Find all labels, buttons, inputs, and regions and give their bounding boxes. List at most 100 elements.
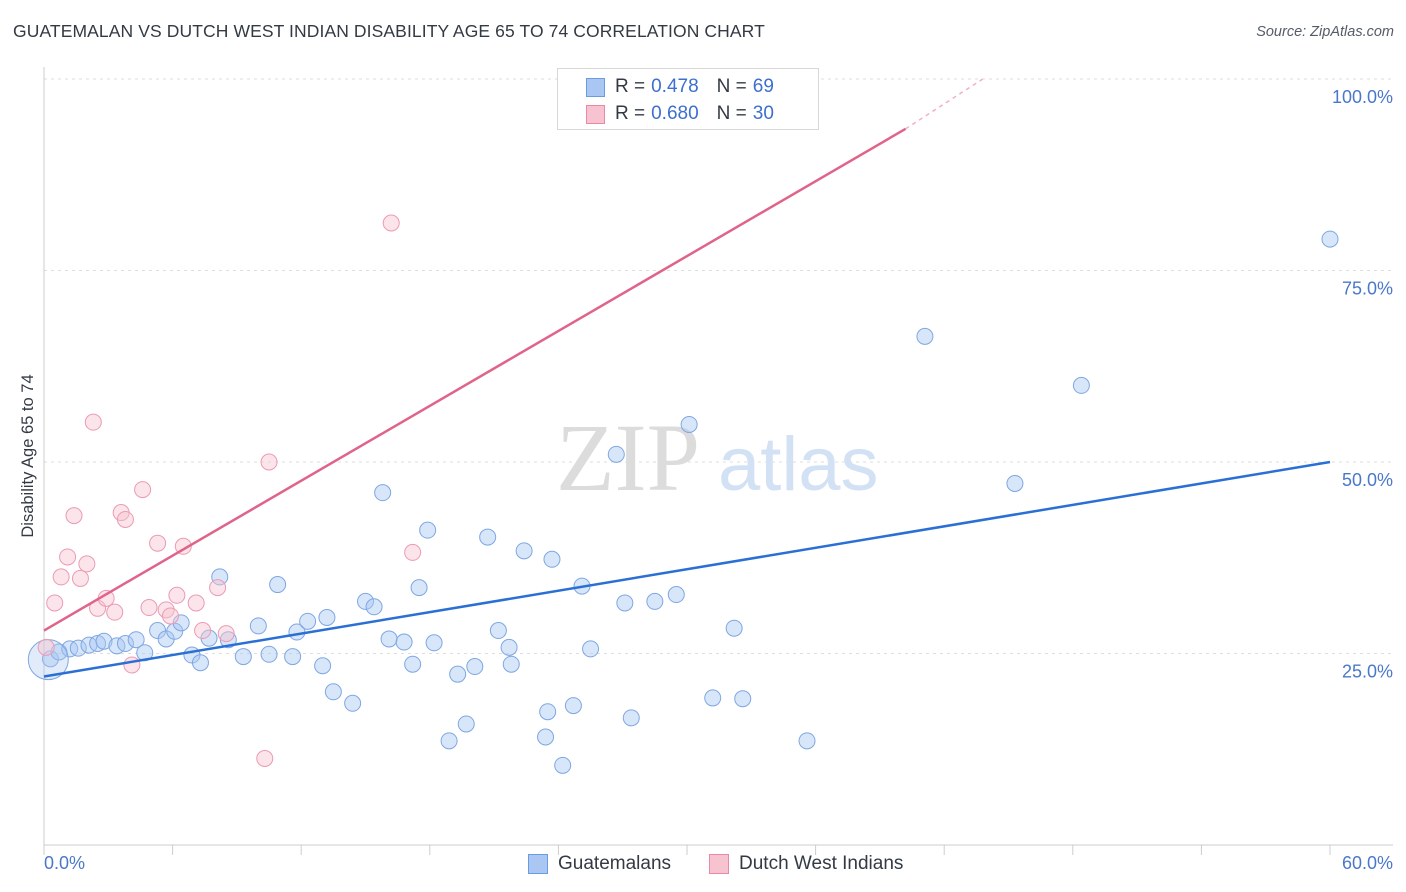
dutch-west-indian-point — [37, 638, 55, 656]
guatemalan-point — [449, 665, 467, 683]
dutch-west-indian-point — [260, 453, 278, 471]
y-tick-label: 25.0% — [1342, 662, 1393, 682]
legend-n-label: N = — [716, 76, 747, 97]
guatemalan-point — [440, 732, 458, 750]
legend-r-label: R = — [615, 76, 646, 97]
guatemalan-point — [211, 568, 229, 586]
dutch-west-indian-point — [256, 749, 274, 767]
correlation-legend: R = 0.478 N = 69 R = 0.680 N = 30 — [557, 68, 819, 130]
y-tick-label: 75.0% — [1342, 279, 1393, 299]
dutch-west-indian-point — [78, 555, 96, 573]
legend-n-value: 30 — [752, 103, 774, 124]
dutch-west-indian-point — [157, 601, 175, 619]
dutch-west-indian-point — [140, 599, 158, 617]
dutch-west-indian-point — [174, 537, 192, 555]
dutch-west-indian-point — [404, 543, 422, 561]
guatemalan-point — [41, 650, 59, 668]
dutch-west-indians-trend-extension — [905, 78, 984, 130]
guatemalan-point — [537, 728, 555, 746]
guatemalan-point — [374, 484, 392, 502]
dutch-west-indian-point — [161, 607, 179, 625]
guatemalan-point — [404, 655, 422, 673]
guatemalan-point — [365, 598, 383, 616]
guatemalan-point — [1072, 376, 1090, 394]
guatemalan-point — [916, 327, 934, 345]
chart-title: GUATEMALAN VS DUTCH WEST INDIAN DISABILI… — [13, 21, 765, 41]
guatemalan-point — [419, 521, 437, 539]
dutch-west-indians-points — [37, 70, 814, 767]
guatemalan-point — [539, 703, 557, 721]
guatemalan-point — [299, 612, 317, 630]
guatemalan-point — [116, 635, 134, 653]
legend-r-value: 0.680 — [651, 103, 699, 124]
trend-lines — [43, 78, 1331, 678]
guatemalan-point — [191, 654, 209, 672]
guatemalan-point — [69, 639, 87, 657]
guatemalan-point — [564, 697, 582, 715]
guatemalan-point — [466, 658, 484, 676]
guatemalan-point — [704, 689, 722, 707]
dutch-west-indian-point — [382, 214, 400, 232]
legend-n-label: N = — [716, 103, 747, 124]
guatemalan-point — [344, 694, 362, 712]
guatemalan-point — [1321, 230, 1339, 248]
guatemalan-point — [172, 614, 190, 632]
bottom-legend-swatch-pink — [709, 854, 729, 874]
guatemalan-point — [489, 622, 507, 640]
watermark-atlas: atlas — [718, 422, 879, 507]
legend-row-guatemalans: R = 0.478 N = 69 — [586, 75, 774, 99]
source-credit: Source: ZipAtlas.com — [1256, 24, 1394, 40]
guatemalan-point — [89, 635, 107, 653]
y-tick-label: 50.0% — [1342, 470, 1393, 490]
guatemalan-point — [249, 617, 267, 635]
guatemalan-point — [500, 638, 518, 656]
dutch-west-indian-point — [209, 579, 227, 597]
guatemalan-point — [318, 608, 336, 626]
y-tick-label: 100.0% — [1332, 87, 1393, 107]
guatemalan-point — [357, 592, 374, 610]
guatemalan-point — [61, 640, 79, 658]
legend-swatch-pink — [586, 104, 605, 124]
bottom-legend-dutch-west-indians: Dutch West Indians — [709, 851, 903, 877]
guatemalan-point — [646, 592, 664, 610]
dutch-west-indian-point — [134, 481, 152, 499]
x-tick-max: 60.0% — [1342, 853, 1393, 873]
guatemalan-point — [324, 683, 342, 701]
dutch-west-indian-point — [149, 534, 167, 552]
guatemalan-point — [284, 648, 302, 666]
bottom-legend-guatemalans: Guatemalans — [528, 851, 671, 877]
guatemalan-point — [479, 528, 497, 546]
dutch-west-indian-point — [187, 594, 205, 612]
guatemalan-point — [622, 709, 640, 727]
guatemalan-point — [616, 594, 634, 612]
guatemalan-point — [380, 630, 398, 648]
guatemalan-point — [543, 550, 561, 568]
dutch-west-indian-point — [168, 586, 186, 604]
dutch-west-indian-point — [52, 568, 70, 586]
legend-r-label: R = — [615, 103, 646, 124]
dutch-west-indian-point — [194, 622, 212, 640]
guatemalan-point — [425, 634, 443, 652]
guatemalan-point — [554, 756, 572, 774]
legend-r-value: 0.478 — [651, 76, 699, 97]
y-axis-label: Disability Age 65 to 74 — [19, 374, 37, 537]
dutch-west-indian-point — [71, 569, 89, 587]
bottom-legend-swatch-blue — [528, 854, 548, 874]
dutch-west-indian-point — [123, 656, 141, 674]
dutch-west-indians-trend-line — [43, 127, 907, 632]
guatemalan-point — [680, 415, 698, 433]
dutch-west-indian-point — [116, 510, 134, 528]
guatemalan-point — [667, 586, 685, 604]
y-tick-labels: 100.0% 75.0% 50.0% 25.0% — [1332, 87, 1393, 682]
guatemalan-point — [314, 657, 332, 675]
guatemalan-point — [798, 732, 816, 750]
x-tick-min: 0.0% — [44, 853, 85, 873]
guatemalan-point — [127, 631, 145, 649]
guatemalan-point — [502, 655, 520, 673]
bottom-legend-label: Dutch West Indians — [739, 853, 904, 874]
guatemalan-point — [410, 579, 428, 597]
guatemalan-point — [734, 690, 752, 708]
guatemalans-trend-line — [43, 460, 1331, 678]
dutch-west-indian-point — [106, 603, 124, 621]
